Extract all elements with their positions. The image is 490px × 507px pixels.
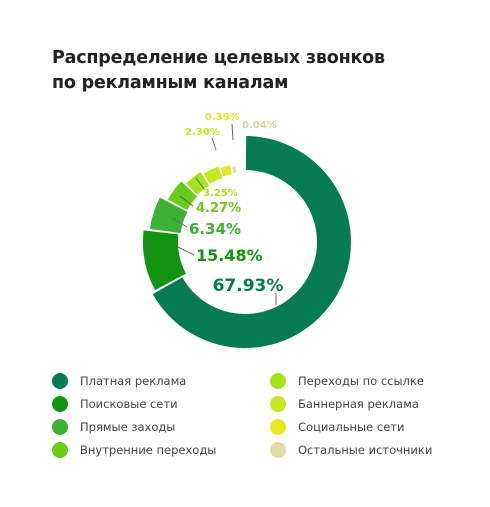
legend-item: Поисковые сети xyxy=(52,394,178,414)
donut-slice-1 xyxy=(152,136,351,348)
legend-label: Поисковые сети xyxy=(80,397,178,411)
data-label-6: 2.30% xyxy=(185,127,220,138)
data-label-3: 6.34% xyxy=(189,220,241,238)
chart-title-line-2: по рекламным каналам xyxy=(52,73,289,93)
legend-swatch-icon xyxy=(52,442,68,458)
data-label-8: 0.04% xyxy=(242,120,277,131)
legend-label: Переходы по ссылке xyxy=(298,374,424,388)
data-label-1: 67.93% xyxy=(213,276,284,296)
legend-item: Платная реклама xyxy=(52,371,186,391)
legend-label: Прямые заходы xyxy=(80,420,176,434)
legend-swatch-icon xyxy=(52,419,68,435)
legend-item: Остальные источники xyxy=(270,440,432,460)
donut-slice-3 xyxy=(149,197,188,234)
donut-slice-6 xyxy=(203,166,223,184)
legend-item: Социальные сети xyxy=(270,417,404,437)
leader-line-4 xyxy=(179,195,194,207)
leader-line-5 xyxy=(195,177,205,190)
legend-swatch-icon xyxy=(270,396,286,412)
legend-swatch-icon xyxy=(52,373,68,389)
legend-item: Прямые заходы xyxy=(52,417,175,437)
legend-label: Остальные источники xyxy=(298,443,433,457)
legend-swatch-icon xyxy=(270,442,286,458)
data-label-2: 15.48% xyxy=(196,246,263,265)
legend-item: Баннерная реклама xyxy=(270,394,419,414)
donut-slice-5 xyxy=(186,171,210,195)
data-label-5: 3.25% xyxy=(203,188,238,199)
leader-line-6 xyxy=(211,137,217,151)
legend-label: Внутренние переходы xyxy=(80,443,217,457)
donut-slice-8 xyxy=(232,166,237,173)
legend-swatch-icon xyxy=(270,373,286,389)
legend-swatch-icon xyxy=(52,396,68,412)
legend-label: Социальные сети xyxy=(298,420,405,434)
data-label-7: 0.39% xyxy=(205,112,240,123)
data-label-4: 4.27% xyxy=(196,201,241,216)
leader-line-7 xyxy=(231,123,234,141)
chart-title-line-1: Распределение целевых звонков xyxy=(52,48,385,68)
legend-swatch-icon xyxy=(270,419,286,435)
leader-line-2 xyxy=(177,246,195,256)
donut-slice-2 xyxy=(143,230,186,291)
legend-label: Платная реклама xyxy=(80,374,187,388)
legend-label: Баннерная реклама xyxy=(298,397,419,411)
donut-slice-7 xyxy=(220,165,232,177)
legend-item: Переходы по ссылке xyxy=(270,371,424,391)
leader-line-3 xyxy=(171,217,188,228)
legend-item: Внутренние переходы xyxy=(52,440,216,460)
chart-title: Распределение целевых звонков по рекламн… xyxy=(52,46,452,96)
